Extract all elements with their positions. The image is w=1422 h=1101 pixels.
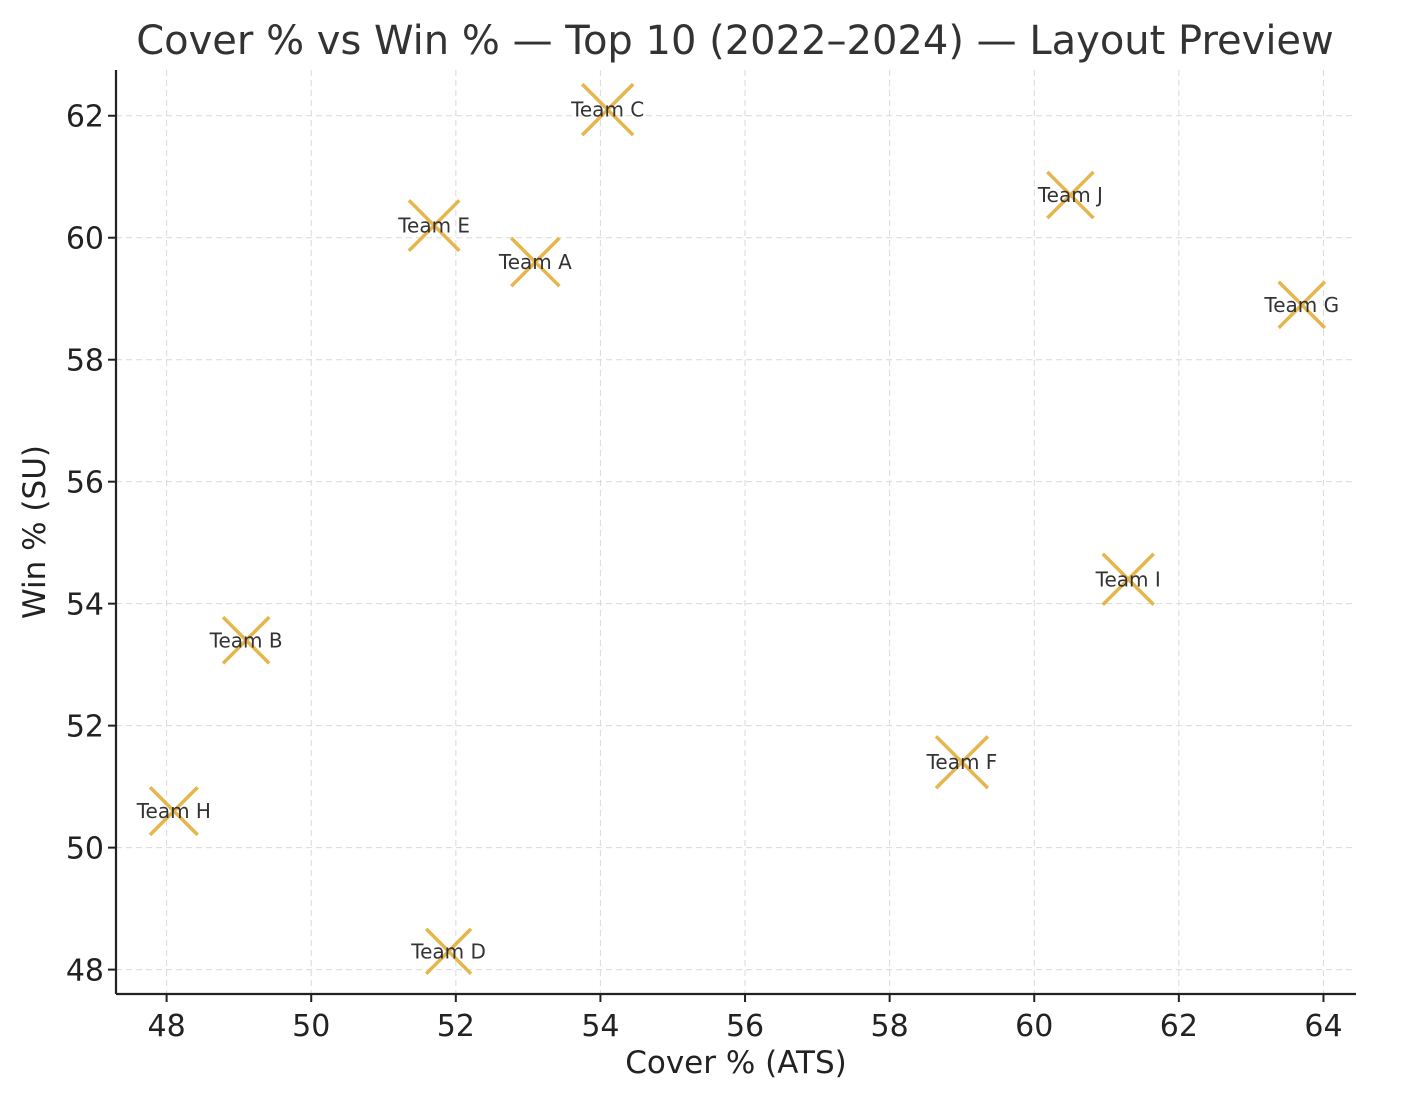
- chart-title: Cover % vs Win % — Top 10 (2022–2024) — …: [136, 18, 1334, 64]
- x-axis-label: Cover % (ATS): [625, 1045, 847, 1081]
- point-label: Team H: [136, 799, 211, 823]
- point-label: Team A: [498, 250, 572, 274]
- data-point: Team A: [498, 236, 572, 288]
- data-point: Team H: [136, 785, 211, 837]
- x-tick-label: 64: [1304, 1009, 1342, 1044]
- data-point: Team G: [1263, 280, 1339, 330]
- x-tick-label: 48: [148, 1009, 186, 1044]
- x-tick-label: 52: [437, 1009, 475, 1044]
- y-tick-label: 48: [66, 954, 104, 989]
- point-label: Team C: [570, 98, 644, 122]
- data-point: Team E: [397, 199, 470, 252]
- point-marker: [1046, 170, 1095, 220]
- point-label: Team B: [209, 628, 283, 652]
- point-marker: [580, 82, 635, 137]
- data-point: Team C: [570, 82, 644, 137]
- point-marker: [148, 785, 199, 837]
- x-tick-label: 50: [292, 1009, 330, 1044]
- point-label: Team G: [1263, 293, 1339, 317]
- point-label: Team I: [1095, 567, 1161, 591]
- y-tick-label: 62: [66, 100, 104, 135]
- y-tick-label: 52: [66, 710, 104, 745]
- point-label: Team E: [397, 214, 470, 238]
- point-marker: [424, 927, 473, 975]
- x-tick-label: 62: [1160, 1009, 1198, 1044]
- y-tick-label: 58: [66, 344, 104, 379]
- data-point: Team B: [209, 615, 283, 665]
- point-marker: [221, 615, 271, 665]
- point-label: Team F: [926, 750, 998, 774]
- y-tick-label: 60: [66, 222, 104, 257]
- point-marker: [1101, 552, 1155, 606]
- tick-labels: 48 50 52 54 56 58 60 62 64 48 50 52 54 56 58 60 62: [66, 100, 1343, 1044]
- x-tick-label: 56: [726, 1009, 764, 1044]
- x-tick-label: 54: [581, 1009, 619, 1044]
- data-point: Team F: [926, 735, 998, 790]
- x-tick-label: 60: [1015, 1009, 1053, 1044]
- grid: [116, 70, 1356, 994]
- data-point: Team J: [1037, 170, 1103, 220]
- data-points: Team A Team B Team C Team D Team E Team F Team…: [136, 82, 1339, 975]
- point-marker: [510, 236, 561, 288]
- point-label: Team J: [1037, 183, 1103, 207]
- y-tick-label: 56: [66, 466, 104, 501]
- point-label: Team D: [410, 939, 486, 963]
- point-marker: [407, 199, 461, 252]
- data-point: Team I: [1095, 552, 1161, 606]
- y-axis-label: Win % (SU): [17, 445, 53, 619]
- y-tick-label: 50: [66, 832, 104, 867]
- x-tick-label: 58: [871, 1009, 909, 1044]
- point-marker: [934, 735, 990, 790]
- data-point: Team D: [410, 927, 486, 975]
- axes: [114, 70, 1356, 996]
- point-marker: [1277, 280, 1327, 330]
- y-tick-label: 54: [66, 588, 104, 623]
